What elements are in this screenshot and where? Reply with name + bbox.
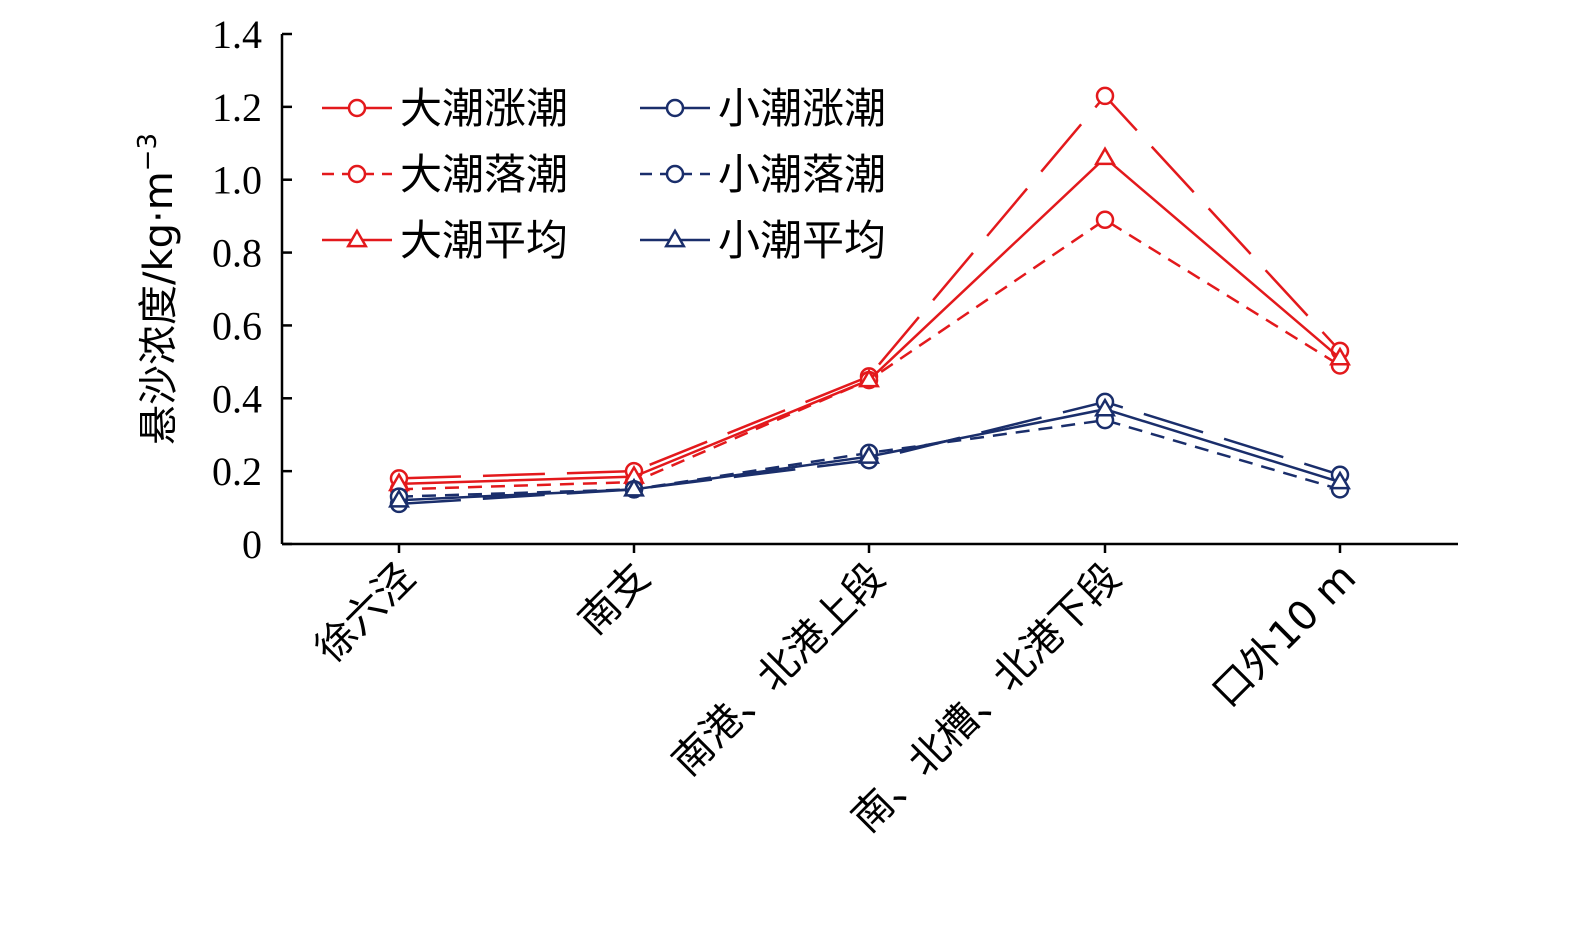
legend-item: 大潮平均 (322, 216, 568, 265)
series-1 (389, 86, 1350, 488)
circle-marker (665, 164, 685, 184)
legend-item: 小潮平均 (640, 216, 886, 265)
y-tick-label: 0.8 (212, 231, 262, 276)
x-category-label: 南、北槽、北港下段 (843, 555, 1130, 842)
y-ticks: 0 0.2 0.4 0.6 0.8 1.0 1.2 1.4 (212, 12, 292, 567)
x-category-label: 口外10 m (1203, 555, 1365, 717)
series-3 (388, 146, 1351, 492)
triangle-marker (388, 488, 410, 508)
triangle-marker (858, 368, 880, 388)
legend-item: 大潮涨潮 (322, 84, 568, 133)
legend-label: 大潮涨潮 (400, 84, 568, 133)
triangle-marker (346, 228, 368, 248)
triangle-marker (664, 228, 686, 248)
y-tick-label: 1.4 (212, 12, 262, 57)
triangle-marker (1094, 146, 1116, 166)
legend-item: 小潮涨潮 (640, 84, 886, 133)
circle-marker (1095, 210, 1115, 230)
triangle-marker (1329, 346, 1351, 366)
triangle-marker (623, 477, 645, 497)
triangle-marker (1329, 470, 1351, 490)
series-layer (388, 86, 1351, 514)
y-tick-label: 0.2 (212, 449, 262, 494)
x-category-label: 南支 (570, 555, 659, 644)
legend-label: 大潮平均 (400, 216, 568, 265)
circle-marker (347, 98, 367, 118)
y-tick-label: 0.6 (212, 303, 262, 348)
triangle-marker (1094, 397, 1116, 417)
y-axis-label-sup: −3 (133, 133, 163, 171)
y-tick-label: 1.0 (212, 158, 262, 203)
series-6 (388, 397, 1351, 508)
y-tick-label: 0 (242, 522, 262, 567)
legend-item: 大潮落潮 (322, 150, 568, 199)
circle-marker (1095, 86, 1115, 106)
y-axis-label: 悬沙浓度/kg·m−3 (133, 133, 182, 445)
circle-marker (347, 164, 367, 184)
legend-label: 小潮涨潮 (718, 84, 886, 133)
legend-item: 小潮落潮 (640, 150, 886, 199)
y-tick-label: 1.2 (212, 85, 262, 130)
series-line (398, 156, 1341, 486)
y-tick-label: 0.4 (212, 376, 262, 421)
legend-label: 小潮平均 (718, 216, 886, 265)
y-axis-label-text: 悬沙浓度/kg·m (136, 171, 182, 445)
circle-marker (665, 98, 685, 118)
x-category-label: 徐六泾 (307, 555, 424, 672)
triangle-marker (858, 444, 880, 464)
legend-label: 大潮落潮 (400, 150, 568, 199)
x-category-label: 南港、北港上段 (664, 555, 895, 786)
series-line (398, 94, 1341, 480)
legend-label: 小潮落潮 (718, 150, 886, 199)
